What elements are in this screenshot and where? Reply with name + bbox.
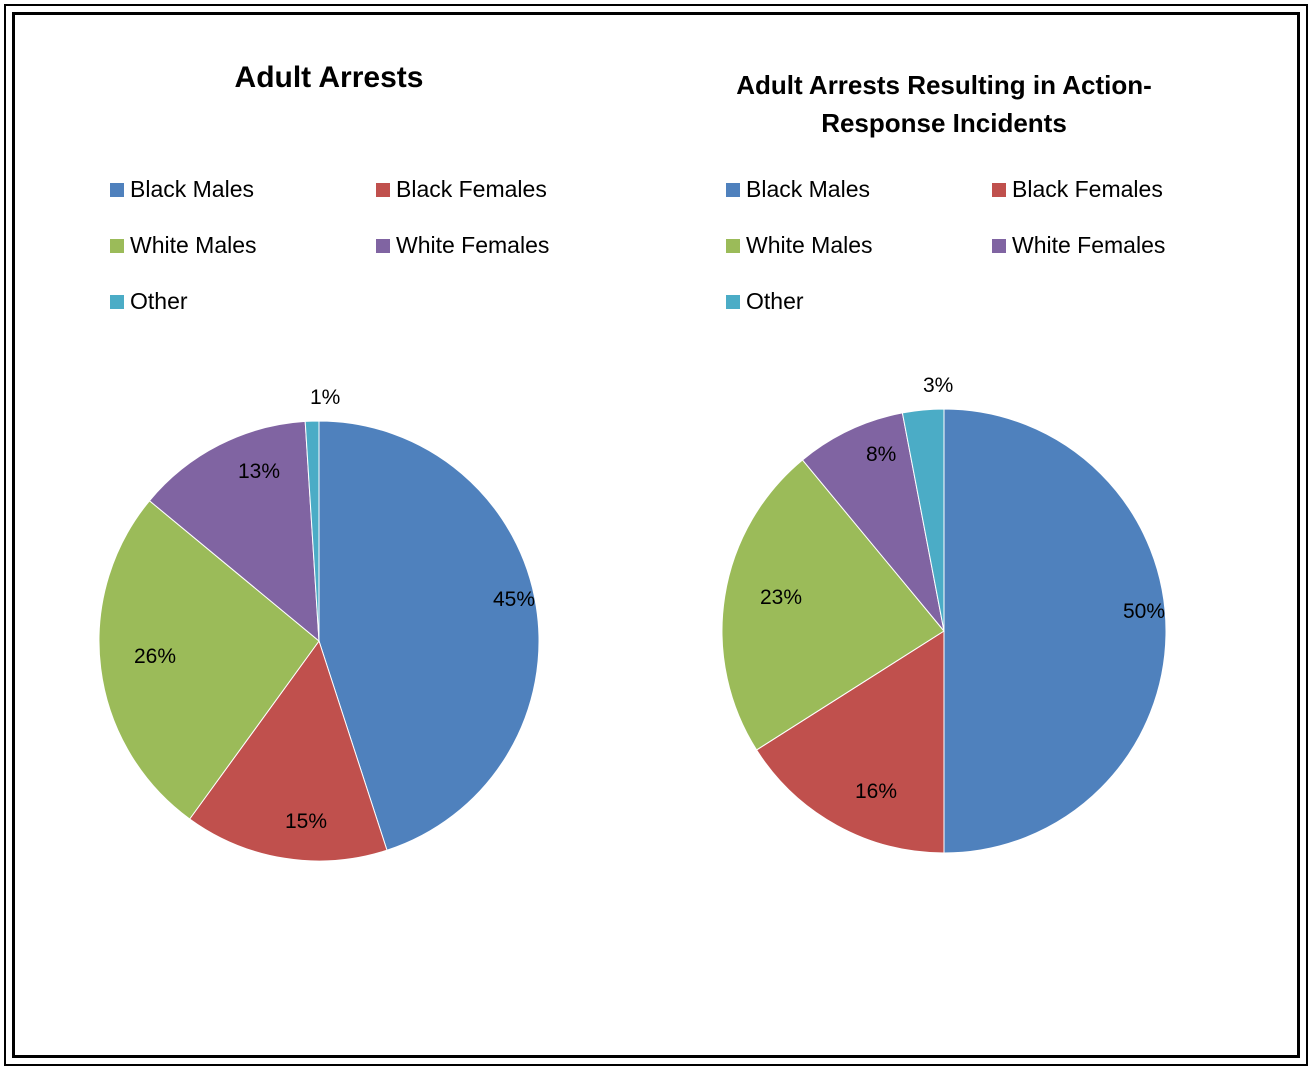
pie-slice-adult-arrests-white-females <box>148 420 320 643</box>
legend-label: White Males <box>130 232 257 258</box>
legend-label: Black Females <box>1012 176 1163 202</box>
legend-item-black-males: Black Males <box>726 176 870 203</box>
legend-item-white-males: White Males <box>726 232 873 259</box>
legend-swatch <box>376 238 390 253</box>
legend-item-other: Other <box>726 288 804 315</box>
data-label-action-response-white-males: 23% <box>760 586 802 609</box>
legend-label: Black Males <box>130 176 254 202</box>
chart-title-adult-arrests: Adult Arrests <box>234 61 424 94</box>
legend-label: White Females <box>396 232 550 258</box>
legend-item-black-males: Black Males <box>110 176 254 203</box>
legend-swatch <box>110 294 124 309</box>
data-label-adult-arrests-black-females: 15% <box>285 810 327 833</box>
outer-frame <box>4 4 1308 1066</box>
legend-item-white-females: White Females <box>992 232 1165 259</box>
pie-slice-adult-arrests-other <box>304 420 320 642</box>
legend-swatch <box>110 238 124 253</box>
data-label-action-response-black-females: 16% <box>855 780 897 803</box>
data-label-adult-arrests-black-males: 45% <box>493 588 535 611</box>
legend-swatch <box>726 294 740 309</box>
legend-swatch <box>726 238 740 253</box>
legend-swatch <box>726 182 740 197</box>
legend-swatch <box>110 182 124 197</box>
pie-slice-adult-arrests-white-males <box>98 500 320 820</box>
pie-slice-adult-arrests-black-males <box>318 420 540 851</box>
legend-label: White Males <box>746 232 873 258</box>
chart-title-action-response: Adult Arrests Resulting in Action-Respon… <box>736 70 1152 138</box>
pie-slice-action-response-white-males <box>721 459 945 751</box>
legend-label: Black Males <box>746 176 870 202</box>
legend-swatch <box>376 182 390 197</box>
pie-slice-adult-arrests-black-females <box>188 639 388 862</box>
data-label-action-response-other: 3% <box>923 374 953 397</box>
legend-swatch <box>992 182 1006 197</box>
legend-label: White Females <box>1012 232 1166 258</box>
legend-swatch <box>992 238 1006 253</box>
pie-slice-action-response-black-males <box>943 408 1167 854</box>
pie-slice-action-response-black-females <box>755 630 945 854</box>
legend-label: Black Females <box>396 176 547 202</box>
data-label-adult-arrests-other: 1% <box>310 386 340 409</box>
data-label-adult-arrests-white-males: 26% <box>134 645 176 668</box>
data-label-adult-arrests-white-females: 13% <box>238 460 280 483</box>
legend-item-other: Other <box>110 288 188 315</box>
legend-item-white-males: White Males <box>110 232 257 259</box>
legend-label: Other <box>130 288 188 314</box>
data-label-action-response-white-females: 8% <box>866 443 896 466</box>
legend-label: Other <box>746 288 804 314</box>
inner-frame <box>12 12 1300 1058</box>
pie-slice-action-response-other <box>901 408 945 632</box>
legend-item-black-females: Black Females <box>376 176 547 203</box>
pie-slice-action-response-white-females <box>801 412 945 632</box>
legend-item-black-females: Black Females <box>992 176 1163 203</box>
data-label-action-response-black-males: 50% <box>1123 600 1165 623</box>
legend-item-white-females: White Females <box>376 232 549 259</box>
